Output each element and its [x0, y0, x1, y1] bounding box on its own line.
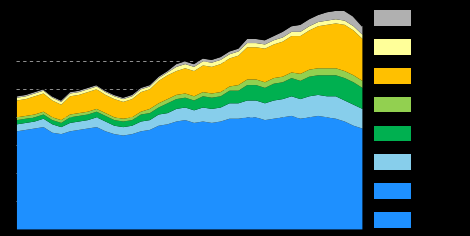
Bar [374, 154, 411, 170]
Bar [374, 212, 411, 228]
Bar [374, 183, 411, 199]
Bar [374, 97, 411, 113]
Bar [374, 68, 411, 84]
Bar [374, 39, 411, 55]
Bar [374, 126, 411, 141]
Bar [374, 10, 411, 26]
